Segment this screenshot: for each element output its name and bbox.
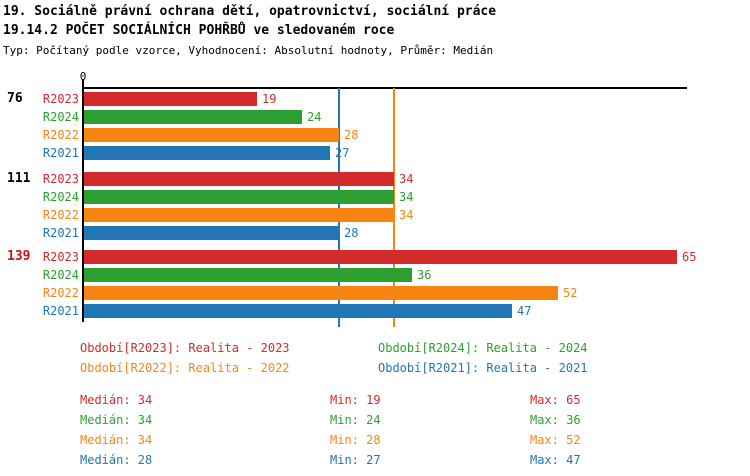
report-title-line2: 19.14.2 POČET SOCIÁLNÍCH POHŘBŮ ve sledo…: [3, 23, 395, 38]
series-row-label: R2023: [42, 250, 79, 264]
y-axis-line: [82, 79, 84, 322]
bar-R2021: [84, 146, 330, 160]
category-label: 76: [7, 91, 23, 106]
series-row-label: R2023: [42, 172, 79, 186]
stat-min-R2021: Min: 27: [330, 453, 381, 467]
series-row-label: R2024: [42, 110, 79, 124]
stat-median-R2022: Medián: 34: [80, 433, 153, 447]
bar-R2022: [84, 128, 339, 142]
stat-min-R2023: Min: 19: [330, 393, 381, 407]
bar-value-label: 24: [307, 110, 322, 124]
bar-value-label: 28: [344, 128, 359, 142]
bar-R2024: [84, 268, 412, 282]
series-row-label: R2021: [42, 226, 79, 240]
bar-value-label: 34: [399, 172, 414, 186]
stat-max-R2024: Max: 36: [530, 413, 581, 427]
stat-max-R2022: Max: 52: [530, 433, 581, 447]
series-row-label: R2022: [42, 128, 79, 142]
stat-min-R2022: Min: 28: [330, 433, 381, 447]
bar-value-label: 34: [399, 190, 414, 204]
x-axis-line: [82, 87, 687, 89]
stat-max-R2023: Max: 65: [530, 393, 581, 407]
bar-R2024: [84, 110, 302, 124]
stat-median-R2021: Medián: 28: [80, 453, 153, 467]
category-label: 111: [7, 171, 31, 186]
stat-median-R2024: Medián: 34: [80, 413, 153, 427]
stat-min-R2024: Min: 24: [330, 413, 381, 427]
series-row-label: R2022: [42, 286, 79, 300]
bar-R2023: [84, 92, 257, 106]
series-row-label: R2022: [42, 208, 79, 222]
series-row-label: R2024: [42, 268, 79, 282]
legend-item-R2023: Období[R2023]: Realita - 2023: [80, 341, 290, 355]
bar-R2021: [84, 304, 512, 318]
legend-item-R2022: Období[R2022]: Realita - 2022: [80, 361, 290, 375]
legend-item-R2024: Období[R2024]: Realita - 2024: [378, 341, 588, 355]
bar-R2022: [84, 208, 394, 222]
bar-R2023: [84, 250, 677, 264]
bar-value-label: 47: [517, 304, 532, 318]
bar-R2024: [84, 190, 394, 204]
median-line-R2022: [393, 88, 395, 327]
stat-median-R2023: Medián: 34: [80, 393, 153, 407]
legend-item-R2021: Období[R2021]: Realita - 2021: [378, 361, 588, 375]
series-row-label: R2021: [42, 304, 79, 318]
report-title-line1: 19. Sociálně právní ochrana dětí, opatro…: [3, 4, 497, 19]
report-subtitle: Typ: Počítaný podle vzorce, Vyhodnocení:…: [3, 44, 494, 57]
x-axis-zero-tick-label: 0: [79, 70, 87, 83]
bar-value-label: 27: [335, 146, 350, 160]
bar-value-label: 28: [344, 226, 359, 240]
category-label: 139: [7, 249, 31, 264]
median-line-R2021: [338, 88, 340, 327]
bar-R2023: [84, 172, 394, 186]
bar-R2022: [84, 286, 558, 300]
bar-value-label: 52: [563, 286, 578, 300]
bar-value-label: 19: [262, 92, 277, 106]
series-row-label: R2023: [42, 92, 79, 106]
bar-value-label: 65: [682, 250, 697, 264]
series-row-label: R2024: [42, 190, 79, 204]
stat-max-R2021: Max: 47: [530, 453, 581, 467]
bar-value-label: 34: [399, 208, 414, 222]
bar-value-label: 36: [417, 268, 432, 282]
series-row-label: R2021: [42, 146, 79, 160]
bar-R2021: [84, 226, 339, 240]
